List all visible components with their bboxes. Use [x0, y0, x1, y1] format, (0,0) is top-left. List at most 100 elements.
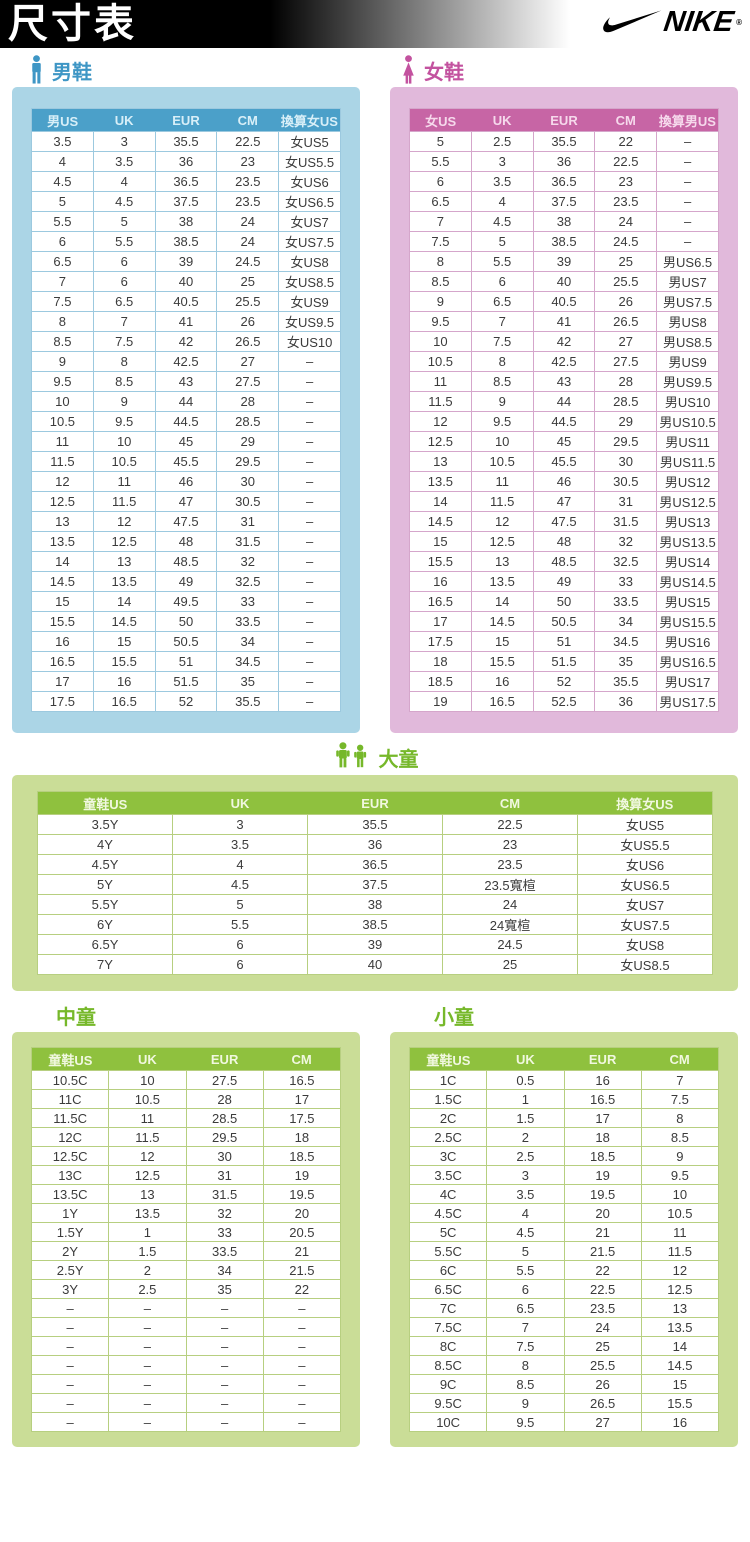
column-header: 童鞋US	[37, 791, 173, 815]
woman-icon	[403, 55, 414, 84]
table-cell: 7.5	[640, 1089, 720, 1109]
table-cell: 21.5	[262, 1260, 342, 1280]
table-cell: –	[656, 191, 719, 212]
table-cell: 10	[92, 431, 156, 452]
table-cell: 男US8	[656, 311, 719, 332]
table-cell: 9.5	[31, 371, 94, 392]
table-cell: 30.5	[594, 471, 658, 492]
table-cell: 4	[92, 171, 156, 192]
table-cell: 36	[154, 151, 218, 172]
table-cell: 男US17.5	[656, 691, 719, 712]
table-cell: 33	[216, 591, 280, 612]
table-cell: 18.5	[409, 671, 472, 692]
table-cell: 13	[92, 551, 156, 572]
table-cell: 43	[154, 371, 218, 392]
table-cell: –	[278, 631, 341, 652]
column-header: 童鞋US	[409, 1047, 487, 1071]
bigkids-table-panel: 童鞋US UK EUR CM 換算女US 3.5Y 3 35.5 22.5 女US5 4Y 3.5 36…	[12, 775, 738, 991]
table-cell: 4.5	[470, 211, 534, 232]
table-row: 10 7.5 42 27 男US8.5	[409, 331, 719, 352]
table-row: 6.5 4 37.5 23.5–	[409, 191, 719, 212]
table-row: 6.5C 6 22.5 12.5	[408, 1279, 720, 1299]
table-cell: 9.5	[640, 1165, 720, 1185]
table-cell: 3.5	[486, 1184, 565, 1204]
table-cell: 4	[172, 854, 308, 875]
table-cell: 男US14.5	[656, 571, 719, 592]
table-cell: 12	[470, 511, 534, 532]
table-row: 13.5 12.5 48 31.5–	[31, 531, 341, 552]
table-cell: 7.5	[486, 1336, 565, 1356]
table-cell: 45	[154, 431, 218, 452]
column-header: 童鞋US	[31, 1047, 109, 1071]
table-cell: 9.5	[409, 311, 472, 332]
table-cell: –	[30, 1298, 110, 1318]
table-cell: 女US8.5	[278, 271, 341, 292]
table-row: 11C 10.5 28 17	[30, 1089, 342, 1109]
table-cell: 2C	[408, 1108, 488, 1128]
table-cell: 男US13	[656, 511, 719, 532]
column-header: 換算女US	[577, 791, 713, 815]
table-cell: 4.5	[486, 1222, 565, 1242]
table-cell: 3.5	[92, 151, 156, 172]
table-cell: 13	[409, 451, 472, 472]
table-cell: –	[278, 611, 341, 632]
table-row: 4Y 3.5 36 23 女US5.5	[37, 834, 713, 855]
table-cell: 26.5	[216, 331, 280, 352]
table-cell: 41	[154, 311, 218, 332]
table-cell: –	[185, 1298, 264, 1318]
table-cell: 12C	[30, 1127, 110, 1147]
column-header: EUR	[533, 108, 595, 132]
table-row: 8.5 7.5 42 26.5 女US10	[31, 331, 341, 352]
men-section: 男鞋 男US UK EUR CM 換算女US 3.5 3 35.5 22.5 女US5 4 3.5 36…	[12, 48, 360, 733]
table-cell: –	[185, 1317, 264, 1337]
table-cell: –	[278, 551, 341, 572]
table-cell: 18	[409, 651, 472, 672]
table-cell: 28	[185, 1089, 264, 1109]
smallkids-table-panel: 童鞋US UK EUR CM 1C 0.5 16 7 1.5C 1 16.5 7.5 2C 1.5 17 8 2…	[390, 1032, 738, 1447]
table-cell: 15	[470, 631, 534, 652]
table-cell: 42	[154, 331, 218, 352]
table-cell: 2	[486, 1127, 565, 1147]
table-cell: 23.5	[442, 854, 578, 875]
table-cell: 11C	[30, 1089, 110, 1109]
table-cell: 29.5	[185, 1127, 264, 1147]
table-cell: 31.5	[185, 1184, 264, 1204]
table-row: 12.5C 12 30 18.5	[30, 1146, 342, 1166]
table-cell: 8	[92, 351, 156, 372]
table-cell: –	[278, 511, 341, 532]
table-cell: 22.5	[594, 151, 658, 172]
table-cell: 47.5	[532, 511, 596, 532]
nike-wordmark: NIKE	[661, 5, 736, 38]
table-cell: 8.5	[640, 1127, 720, 1147]
table-cell: 32	[594, 531, 658, 552]
table-cell: 46	[532, 471, 596, 492]
table-cell: 4C	[408, 1184, 488, 1204]
table-cell: 38.5	[532, 231, 596, 252]
table-row: 9.5C 9 26.5 15.5	[408, 1393, 720, 1413]
table-cell: 33.5	[216, 611, 280, 632]
table-cell: 10C	[408, 1412, 488, 1432]
table-row: 14.5 12 47.5 31.5 男US13	[409, 511, 719, 532]
table-row: 15 14 49.5 33–	[31, 591, 341, 612]
table-row: 4.5 4 36.5 23.5 女US6	[31, 171, 341, 192]
table-cell: 49.5	[154, 591, 218, 612]
table-cell: 7	[470, 311, 534, 332]
table-cell: 18.5	[563, 1146, 642, 1166]
table-row: 5.5C 5 21.5 11.5	[408, 1241, 720, 1261]
table-row: 10 9 44 28–	[31, 391, 341, 412]
table-cell: 20	[262, 1203, 342, 1223]
bigkids-size-table: 童鞋US UK EUR CM 換算女US 3.5Y 3 35.5 22.5 女US5 4Y 3.5 36…	[37, 791, 713, 975]
table-cell: –	[185, 1355, 264, 1375]
table-row: 8 7 41 26 女US9.5	[31, 311, 341, 332]
table-cell: 10.5	[640, 1203, 720, 1223]
table-cell: –	[30, 1317, 110, 1337]
table-cell: 14.5	[470, 611, 534, 632]
table-cell: 25	[563, 1336, 642, 1356]
table-row: 8.5C 8 25.5 14.5	[408, 1355, 720, 1375]
table-cell: 4.5C	[408, 1203, 488, 1223]
table-cell: 14	[31, 551, 94, 572]
table-row: 1.5C 1 16.5 7.5	[408, 1089, 720, 1109]
table-row: 16.5 14 50 33.5 男US15	[409, 591, 719, 612]
table-cell: 女US10	[278, 331, 341, 352]
table-cell: 10.5	[470, 451, 534, 472]
